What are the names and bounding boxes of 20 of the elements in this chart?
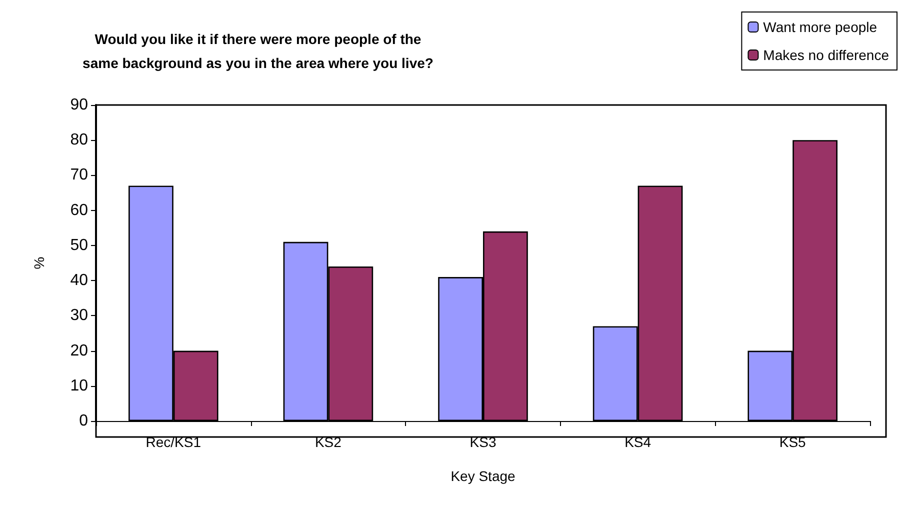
x-tick-label: Rec/KS1 bbox=[146, 434, 202, 450]
legend-label: Want more people bbox=[763, 19, 878, 35]
legend-label: Makes no difference bbox=[763, 47, 890, 63]
y-tick-label: 10 bbox=[70, 377, 88, 394]
y-tick-label: 30 bbox=[70, 307, 88, 324]
y-tick-label: 70 bbox=[70, 166, 88, 184]
x-tick-label: KS5 bbox=[779, 434, 806, 450]
chart-title: Would you like it if there were more people of the same background as you in the area where you live? bbox=[82, 31, 434, 71]
x-axis-title: Key Stage bbox=[450, 468, 516, 484]
y-tick-label: 40 bbox=[70, 272, 88, 290]
y-tick-label: 20 bbox=[70, 342, 88, 360]
x-tick-label: KS2 bbox=[314, 434, 342, 450]
y-tick-label: 90 bbox=[70, 96, 88, 114]
x-tick-label: KS3 bbox=[470, 434, 496, 450]
y-tick-label: 0 bbox=[79, 412, 88, 430]
y-tick-label: 60 bbox=[70, 202, 88, 219]
y-tick-label: 50 bbox=[70, 236, 88, 254]
y-tick-label: 80 bbox=[70, 132, 88, 149]
x-tick-label: KS4 bbox=[624, 434, 652, 450]
y-axis-title: % bbox=[31, 256, 47, 270]
